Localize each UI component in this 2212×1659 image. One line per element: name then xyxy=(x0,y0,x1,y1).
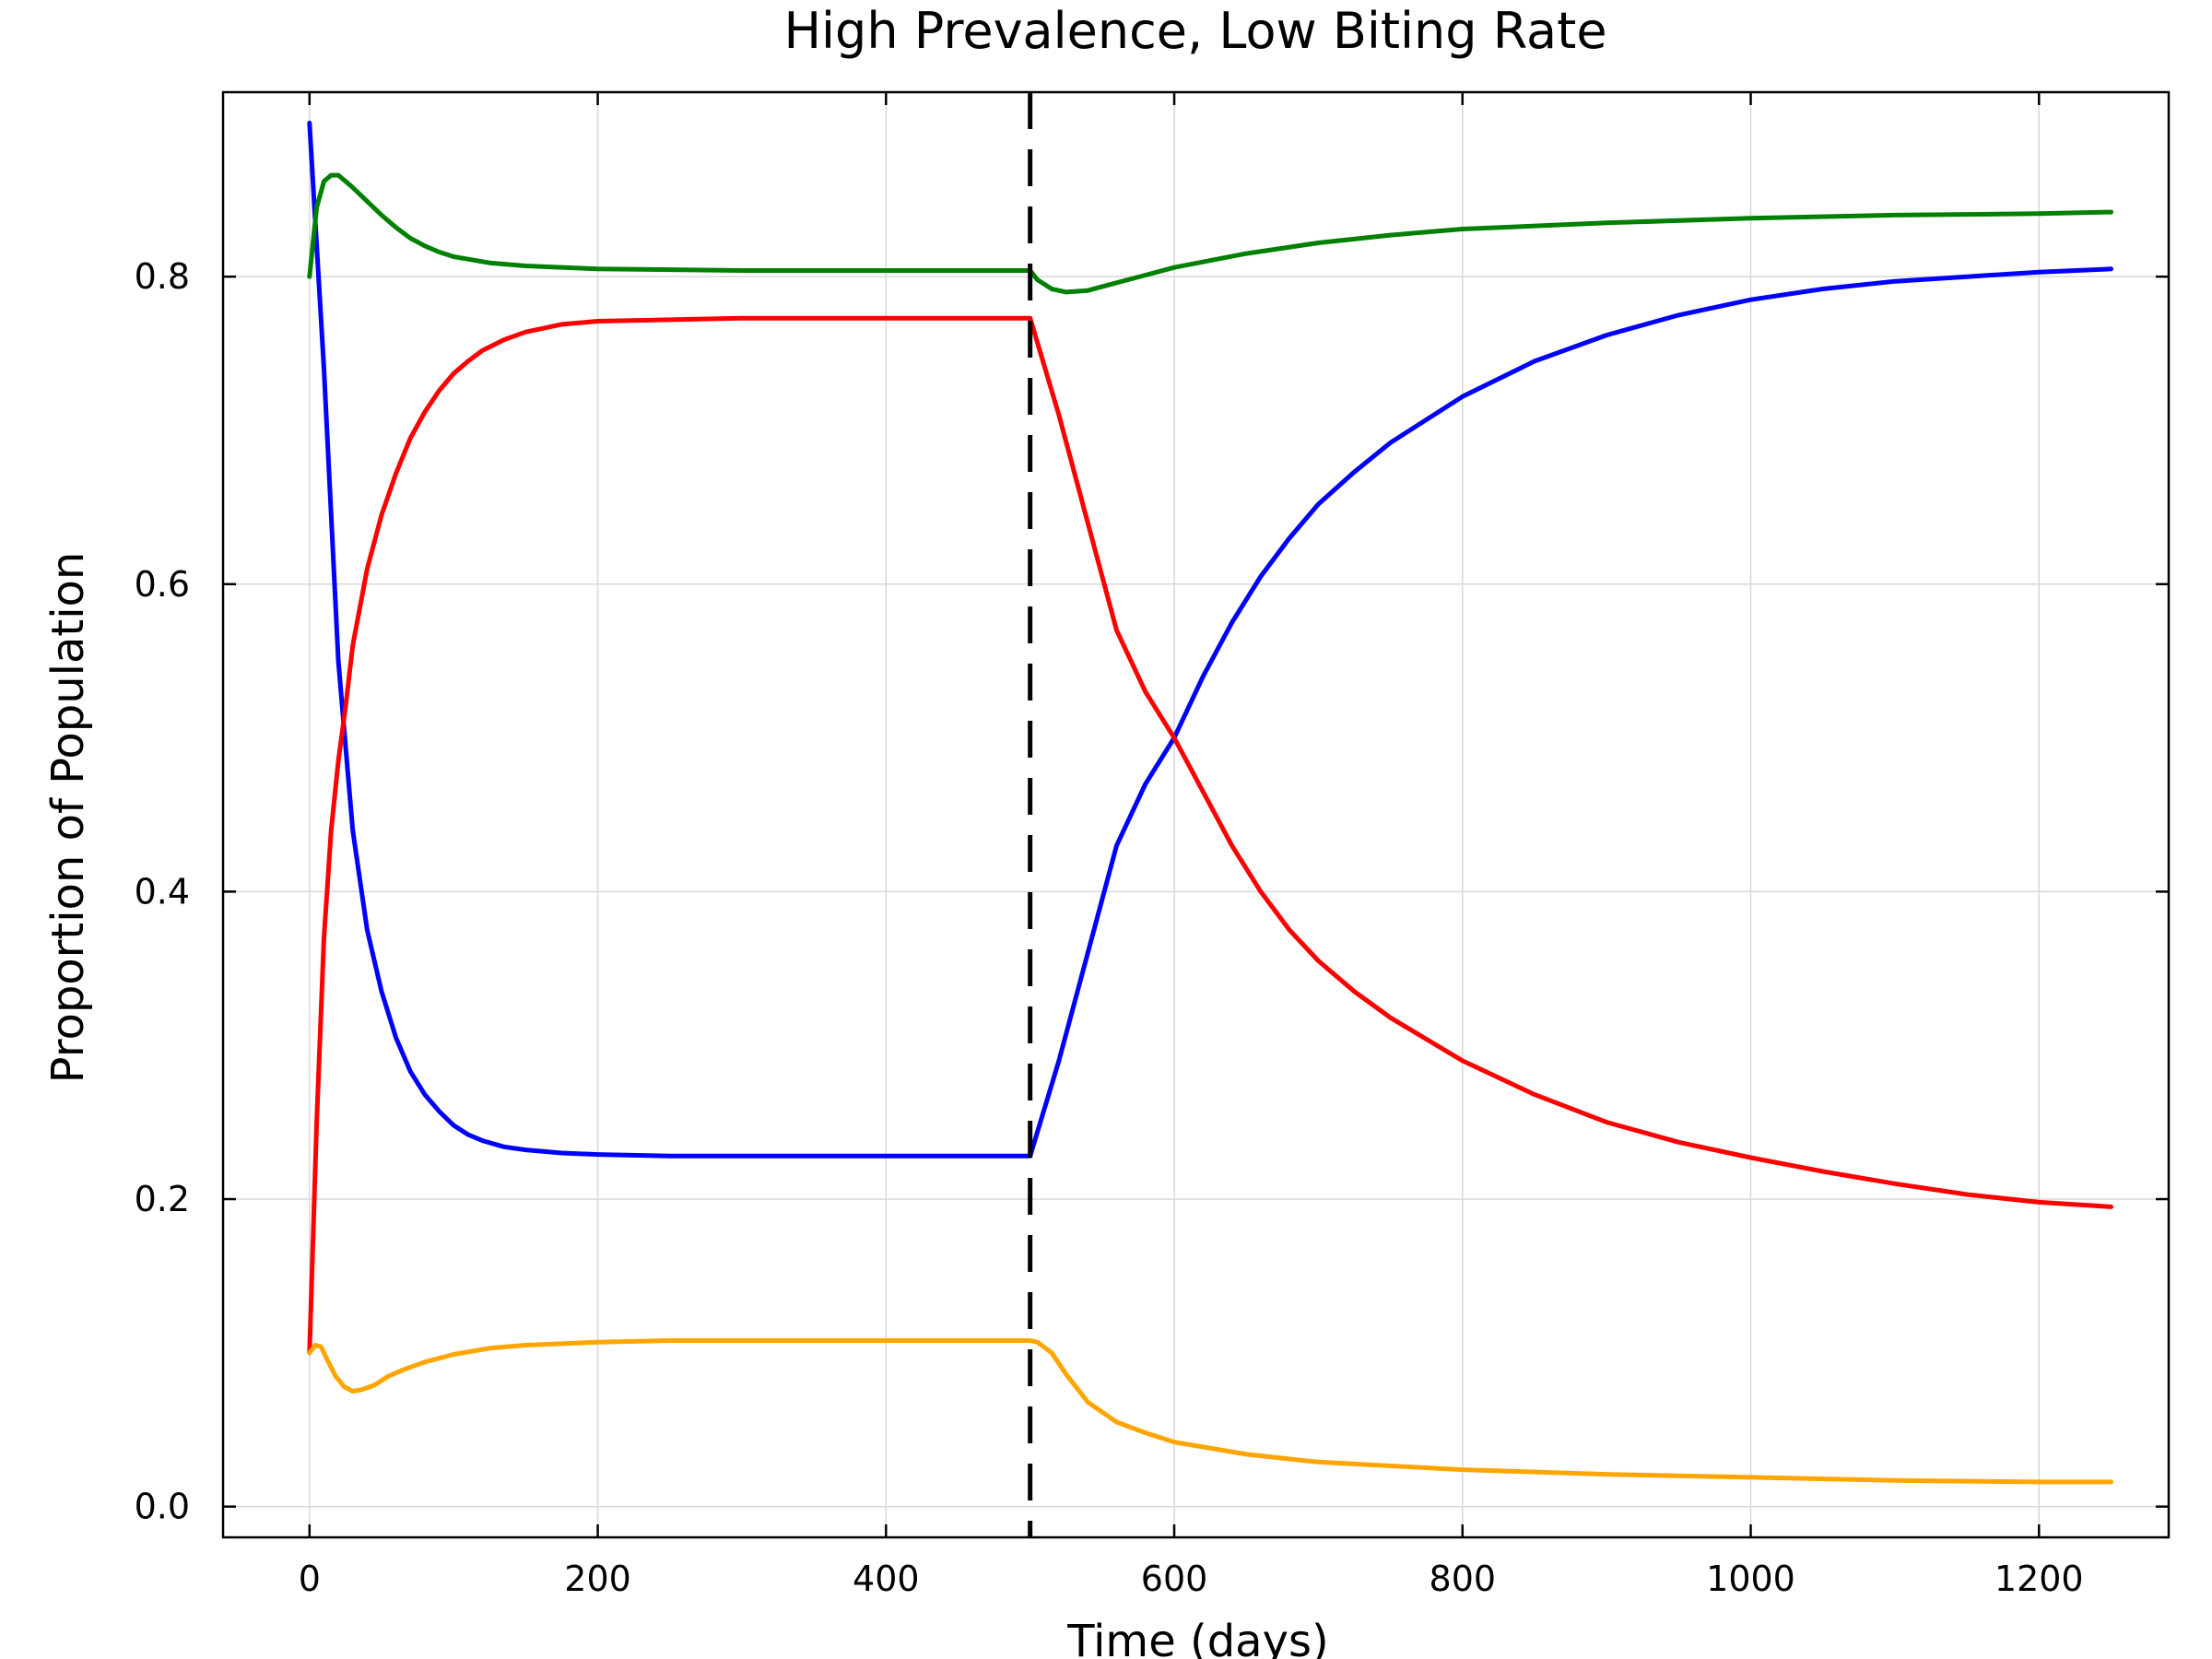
plot-frame xyxy=(221,90,2171,1539)
x-tick-label: 800 xyxy=(1430,1559,1497,1599)
y-tick-label: 0.0 xyxy=(135,1487,190,1527)
y-tick-label: 0.2 xyxy=(135,1179,190,1219)
x-tick-label: 0 xyxy=(299,1559,321,1599)
x-tick-label: 600 xyxy=(1141,1559,1208,1599)
x-tick-label: 1000 xyxy=(1706,1559,1795,1599)
grid xyxy=(223,92,2169,1537)
series-line xyxy=(307,172,2113,295)
y-tick-label: 0.4 xyxy=(135,871,190,912)
series-line xyxy=(307,120,2113,1159)
y-tick-label: 0.8 xyxy=(135,256,190,297)
y-axis-label: Proportion of Population xyxy=(42,552,94,1084)
series-line xyxy=(307,315,2113,1356)
tick-labels: 0 200 400 600 800 1000 1200 0.0 0.2 0.4 0.6 0.8 xyxy=(135,256,2084,1599)
series-group xyxy=(307,120,2113,1485)
x-tick-label: 200 xyxy=(564,1559,631,1599)
x-axis-label: Time (days) xyxy=(1066,1616,1328,1659)
series-line xyxy=(307,1338,2113,1485)
x-tick-label: 1200 xyxy=(1994,1559,2084,1599)
ticks xyxy=(223,92,2169,1537)
x-tick-label: 400 xyxy=(853,1559,920,1599)
chart-title: High Prevalence, Low Biting Rate xyxy=(783,2,1606,60)
y-tick-label: 0.6 xyxy=(135,564,190,605)
